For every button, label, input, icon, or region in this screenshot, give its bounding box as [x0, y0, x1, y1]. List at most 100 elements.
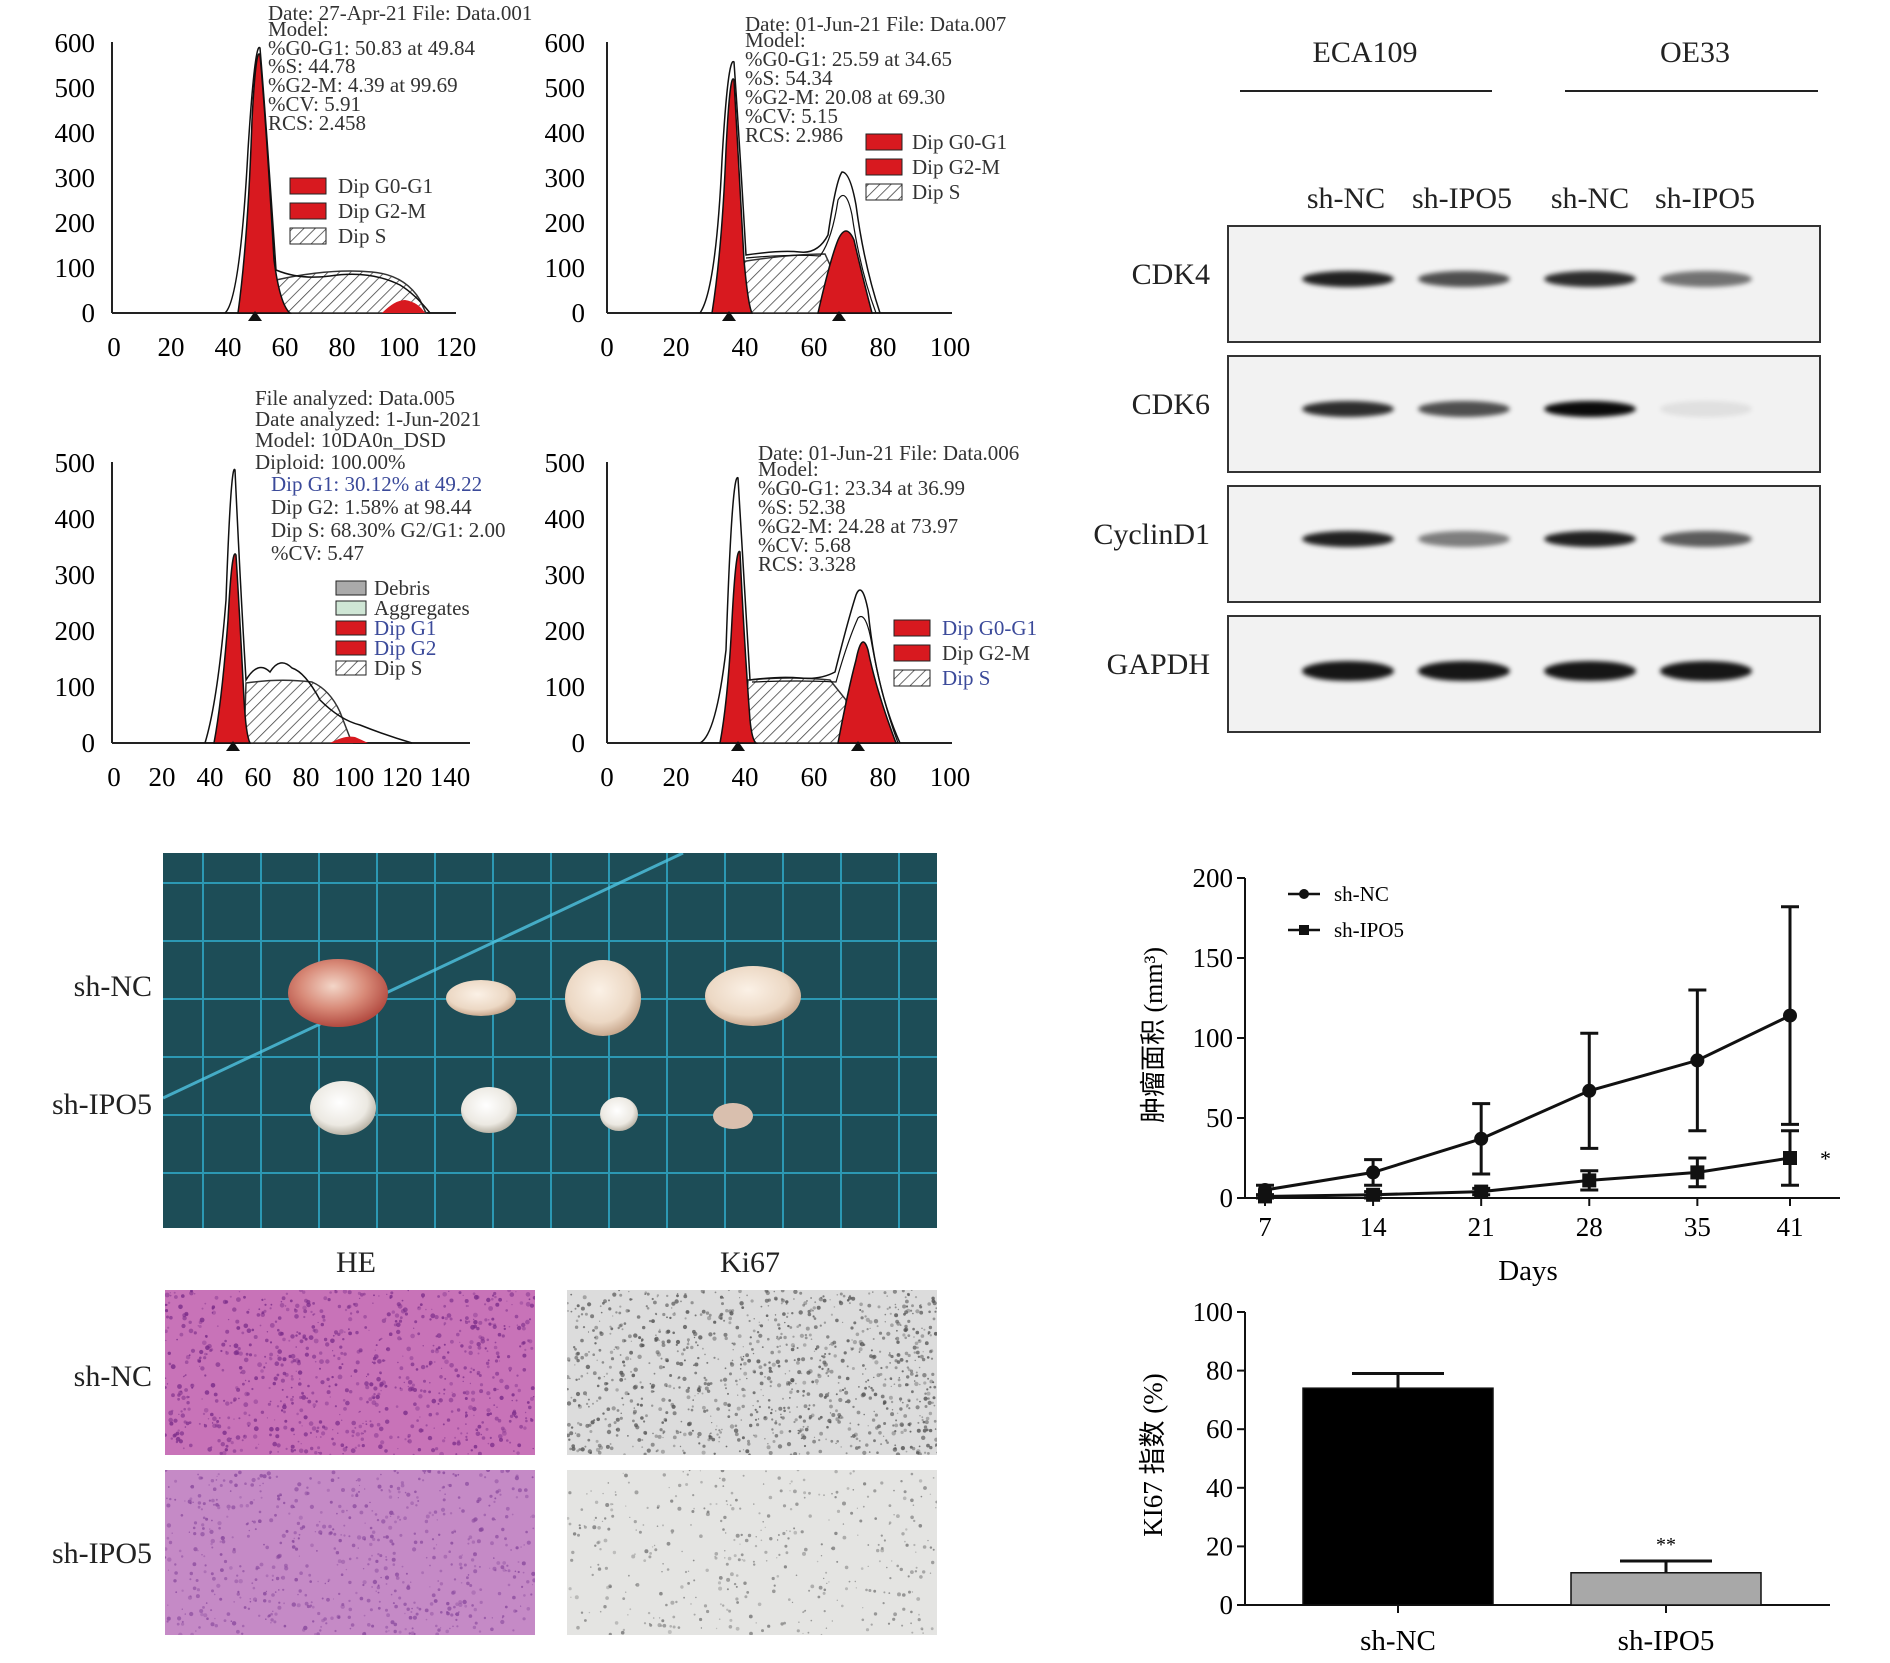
xtick: 120: [436, 332, 477, 362]
info-line: %CV: 5.91: [268, 92, 361, 116]
blot-band: [1302, 401, 1394, 417]
cell-line-underline: [1565, 90, 1818, 92]
xtick: 80: [329, 332, 356, 362]
y-tick-label: 60: [1206, 1414, 1233, 1444]
x-axis-label: Days: [1498, 1255, 1558, 1287]
ytick: 0: [82, 728, 96, 758]
tumor-photo: [163, 853, 937, 1228]
xtick: 0: [107, 762, 121, 792]
x-tick-label: 21: [1468, 1212, 1495, 1242]
data-point: [1366, 1187, 1381, 1202]
flow-panel-2: 0 100 200 300 400 500 600 0 20 40 60 80 …: [545, 12, 1008, 362]
tumor-specimen: [461, 1087, 517, 1133]
y-tick-label: 50: [1206, 1103, 1233, 1133]
info-line: %G2-M: 4.39 at 99.69: [268, 73, 458, 97]
xtick: 40: [732, 332, 759, 362]
tumor-specimen: [565, 960, 641, 1036]
protein-label: CyclinD1: [1093, 518, 1210, 551]
legend-entry: Aggregates: [374, 596, 470, 620]
ytick: 400: [545, 504, 586, 534]
info-line: Dip S: 68.30% G2/G1: 2.00: [271, 518, 506, 542]
data-point: [1582, 1173, 1597, 1188]
legend-entry: Dip G2-M: [912, 155, 1000, 179]
info-line: Date analyzed: 1-Jun-2021: [255, 407, 481, 431]
ytick: 100: [55, 672, 96, 702]
protein-label: CDK4: [1131, 258, 1210, 291]
legend-entry: Dip G2-M: [338, 199, 426, 223]
lane-label: sh-IPO5: [1654, 182, 1755, 215]
y-tick-label: 100: [1193, 1023, 1234, 1053]
xtick: 80: [870, 762, 897, 792]
series-line-sh-NC: [1264, 1014, 1791, 1192]
ytick: 200: [55, 208, 96, 238]
xtick: 20: [149, 762, 176, 792]
data-point: [1783, 1151, 1797, 1165]
xtick: 60: [801, 332, 828, 362]
flow-panel-1: 0 100 200 300 400 500 600 0 20 40 60 80 …: [55, 1, 533, 362]
blot-band: [1660, 661, 1752, 681]
y-tick-label: 20: [1206, 1531, 1233, 1561]
legend-marker: [1299, 925, 1309, 935]
bar-sh-NC: [1302, 1387, 1494, 1606]
ytick: 200: [545, 616, 586, 646]
xtick: 40: [197, 762, 224, 792]
ytick: 400: [55, 504, 96, 534]
ki67-stain-image: [567, 1470, 937, 1635]
info-line: %G2-M: 20.08 at 69.30: [745, 85, 945, 109]
blot-strip: [1227, 485, 1821, 603]
xtick: 60: [272, 332, 299, 362]
info-line: %CV: 5.15: [745, 104, 838, 128]
info-line: Dip G1: 30.12% at 49.22: [271, 472, 482, 496]
lane-label: sh-IPO5: [1411, 182, 1512, 215]
he-stain-image: [165, 1290, 535, 1455]
ytick: 100: [545, 253, 586, 283]
ytick: 100: [55, 253, 96, 283]
column-label: HE: [336, 1246, 376, 1279]
blot-strip: [1227, 615, 1821, 733]
blot-band: [1418, 661, 1510, 681]
xtick: 100: [334, 762, 375, 792]
y-axis-label: KI67 指数 (%): [1138, 1373, 1168, 1536]
info-line: %G2-M: 24.28 at 73.97: [758, 514, 958, 538]
ytick: 500: [55, 73, 96, 103]
ytick: 400: [55, 118, 96, 148]
y-tick-label: 0: [1220, 1183, 1234, 1213]
stain-texture: [567, 1290, 937, 1455]
tumor-specimen: [600, 1097, 638, 1131]
xtick: 0: [600, 332, 614, 362]
legend-entry: Dip G0-G1: [338, 174, 433, 198]
xtick: 60: [245, 762, 272, 792]
xtick: 0: [107, 332, 121, 362]
blot-band: [1660, 401, 1752, 417]
legend-entry: Dip S: [338, 224, 386, 248]
blot-strip: [1227, 225, 1821, 343]
ytick: 300: [55, 163, 96, 193]
ytick: 200: [545, 208, 586, 238]
info-line: RCS: 3.328: [758, 552, 856, 576]
blot-band: [1544, 531, 1636, 547]
info-line: Model: 10DA0n_DSD: [255, 428, 446, 452]
legend-label: sh-NC: [1334, 882, 1389, 906]
western-blot-panel: ECA109 OE33 sh-NC sh-IPO5 sh-NC sh-IPO5 …: [1080, 0, 1890, 760]
info-line: %CV: 5.68: [758, 533, 851, 557]
info-line: %G0-G1: 23.34 at 36.99: [758, 476, 965, 500]
xtick: 100: [379, 332, 420, 362]
blot-band: [1544, 271, 1636, 287]
y-tick-label: 200: [1193, 863, 1234, 893]
row-label: sh-IPO5: [51, 1537, 152, 1570]
xtick: 40: [215, 332, 242, 362]
ytick: 0: [82, 298, 96, 328]
data-point: [1366, 1165, 1381, 1180]
ytick: 600: [55, 28, 96, 58]
legend-entry: Dip G1: [374, 616, 436, 640]
tumor-specimen: [713, 1103, 753, 1129]
ytick: 500: [545, 73, 586, 103]
legend-entry: Debris: [374, 576, 430, 600]
ytick: 300: [55, 560, 96, 590]
xtick: 20: [663, 332, 690, 362]
xtick: 40: [732, 762, 759, 792]
y-axis-label: 肿瘤面积 (mm³): [1139, 947, 1168, 1123]
xtick: 100: [930, 332, 971, 362]
stain-texture: [165, 1470, 535, 1635]
data-point: [1783, 1008, 1797, 1023]
